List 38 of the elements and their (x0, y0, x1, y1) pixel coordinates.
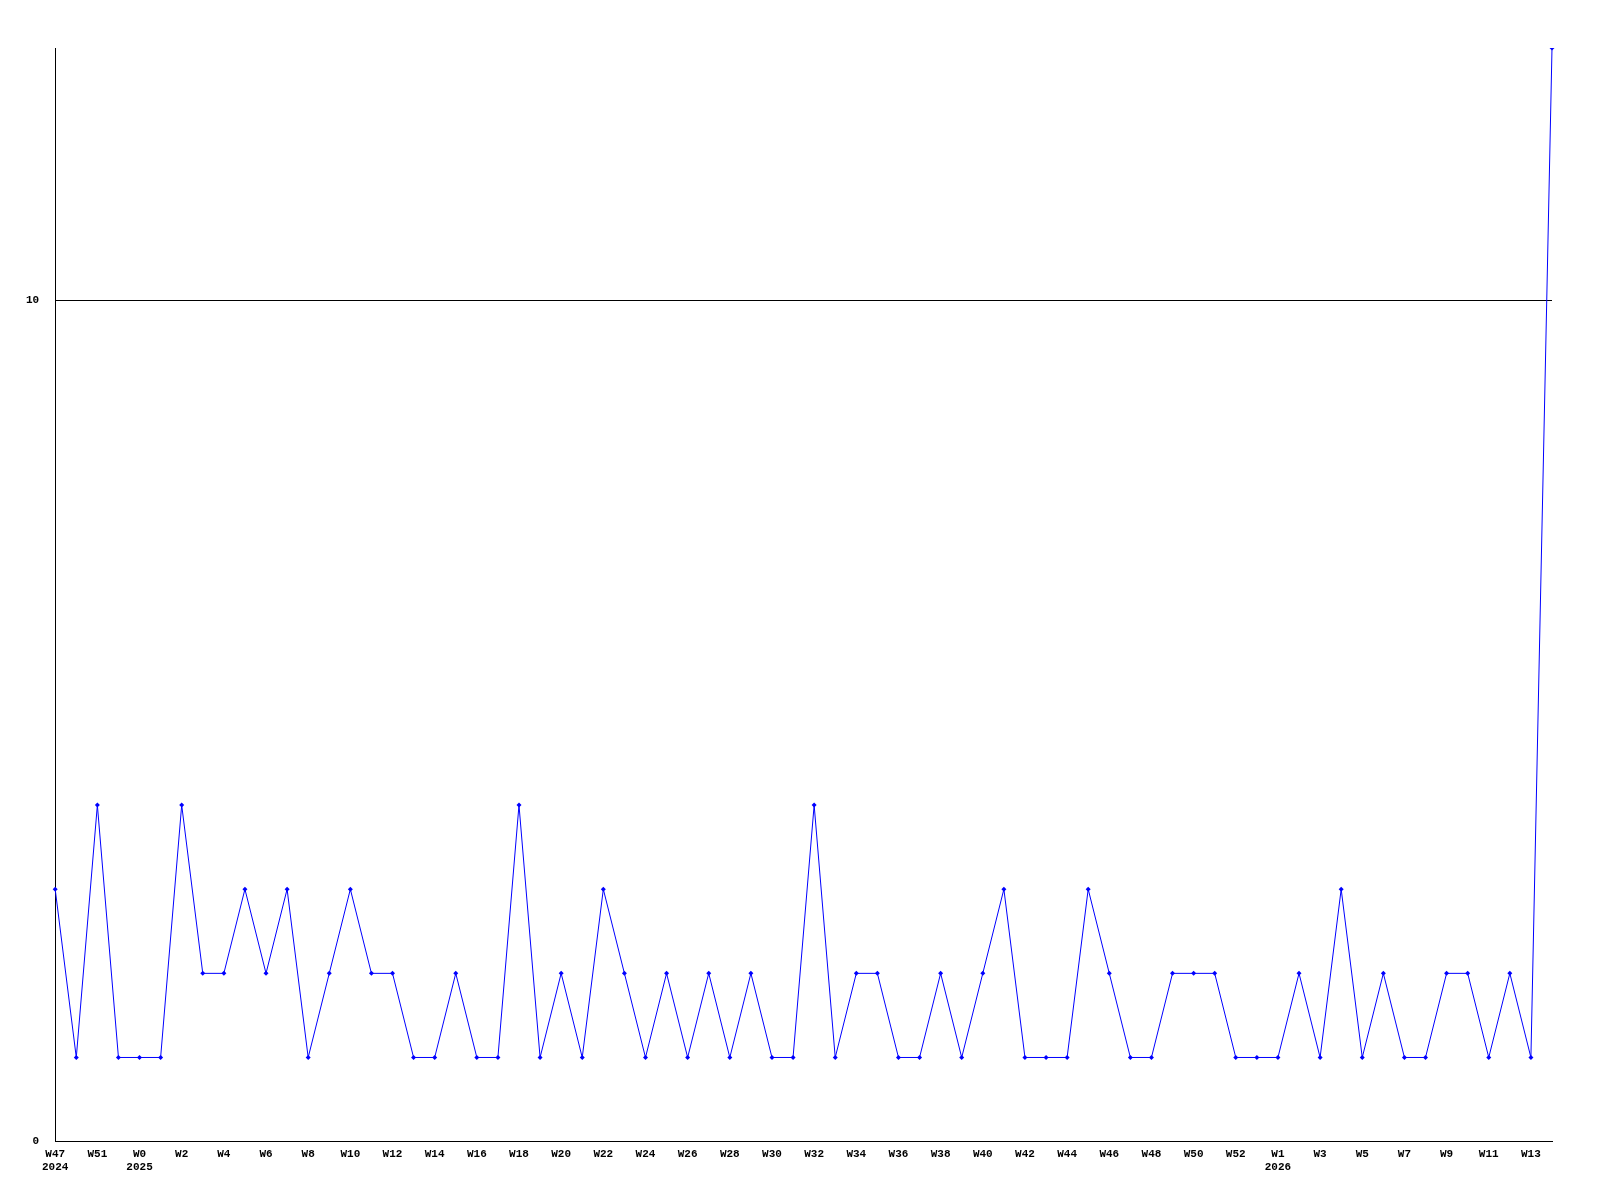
x-tick-label: W47 2024 (42, 1147, 69, 1174)
x-tick-label: W40 (972, 1147, 993, 1160)
x-tick-label: W14 (424, 1147, 445, 1160)
x-tick-label: W10 (340, 1147, 361, 1160)
x-tick-label: W6 (259, 1147, 273, 1160)
x-tick-label: W8 (301, 1147, 316, 1160)
x-tick-label: W13 (1521, 1147, 1542, 1160)
x-tick-label: W2 (175, 1147, 189, 1160)
x-tick-label: W30 (762, 1147, 782, 1160)
x-tick-label: W12 (382, 1147, 403, 1160)
x-tick-label: W16 (466, 1147, 487, 1160)
y-tick-label: 10 (26, 294, 40, 307)
x-tick-label: W20 (551, 1147, 572, 1160)
x-tick-label: W51 (87, 1147, 108, 1160)
x-tick-label: W46 (1099, 1147, 1120, 1160)
x-tick-label: W11 (1478, 1147, 1500, 1160)
x-tick-label: W24 (635, 1147, 656, 1160)
x-tick-label: W18 (509, 1147, 530, 1160)
x-tick-label: W38 (930, 1147, 951, 1160)
x-tick-label: W36 (888, 1147, 909, 1160)
x-tick-label: W50 (1183, 1147, 1204, 1160)
x-tick-label: W34 (846, 1147, 867, 1160)
x-tick-label: W3 (1313, 1147, 1328, 1160)
x-tick-label: W1 2026 (1264, 1147, 1292, 1174)
x-tick-label: W48 (1141, 1147, 1162, 1160)
x-tick-label: W42 (1015, 1147, 1035, 1160)
x-tick-label: W32 (804, 1147, 825, 1160)
x-tick-label: W26 (677, 1147, 698, 1160)
x-tick-label: W28 (719, 1147, 741, 1160)
x-tick-label: W9 (1439, 1147, 1454, 1160)
x-tick-label: W0 2025 (126, 1147, 154, 1174)
x-tick-label: W44 (1057, 1147, 1078, 1160)
x-tick-label: W52 (1225, 1147, 1246, 1160)
x-tick-label: W7 (1397, 1147, 1412, 1160)
x-tick-label: W4 (217, 1147, 231, 1160)
x-tick-label: W22 (593, 1147, 614, 1160)
y-tick-label: 0 (32, 1135, 40, 1148)
x-tick-label: W5 (1355, 1147, 1370, 1160)
